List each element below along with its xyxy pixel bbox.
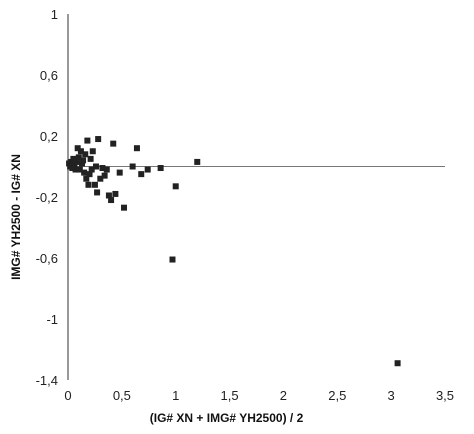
data-point (72, 166, 79, 173)
data-point (129, 163, 136, 170)
data-point (69, 165, 76, 172)
data-point (88, 166, 95, 173)
x-axis-title: (IG# XN + IMG# YH2500) / 2 (150, 411, 304, 425)
x-tick-label: 3 (388, 388, 395, 403)
data-point (97, 175, 104, 182)
x-tick-label: 1 (172, 388, 179, 403)
x-axis-ticks: 0 0,5 1 1,5 2 2,5 3 3,5 (64, 388, 454, 403)
x-tick-label: 1,5 (221, 388, 239, 403)
data-point (169, 256, 176, 263)
y-axis-title: IMG# YH2500 - IG# XN (9, 154, 23, 280)
data-point (75, 154, 82, 161)
data-point (194, 158, 201, 165)
y-tick-label: -0,6 (36, 251, 58, 266)
data-point (103, 166, 110, 173)
x-tick-label: 0,5 (113, 388, 131, 403)
data-point (71, 161, 78, 168)
data-point (82, 151, 89, 158)
data-point (80, 157, 87, 164)
data-point (99, 165, 106, 172)
data-point (172, 183, 179, 190)
data-point (79, 160, 86, 167)
data-point (77, 148, 84, 155)
data-point (70, 155, 77, 162)
x-tick-label: 2 (280, 388, 287, 403)
data-point (110, 140, 117, 147)
data-point (68, 158, 75, 165)
y-tick-label: 1 (51, 7, 58, 22)
data-point (73, 158, 80, 165)
data-point (85, 181, 92, 188)
data-point (112, 190, 119, 197)
data-point (95, 136, 102, 143)
data-point (105, 192, 112, 199)
data-point (93, 163, 100, 170)
data-point (91, 181, 98, 188)
x-tick-label: 0 (64, 388, 71, 403)
data-point (76, 166, 83, 173)
y-tick-label: -1,4 (36, 373, 58, 388)
y-axis-ticks: -1,4 -1 -0,6 -0,2 0,2 0,6 1 (36, 7, 58, 388)
y-tick-label: 0,6 (40, 68, 58, 83)
data-point (94, 189, 101, 196)
data-points (66, 136, 401, 367)
data-point (81, 169, 88, 176)
data-point (138, 171, 145, 178)
data-point (108, 197, 115, 204)
y-tick-label: 0,2 (40, 129, 58, 144)
data-point (101, 172, 108, 179)
data-point (87, 155, 94, 162)
y-tick-label: -0,2 (36, 190, 58, 205)
data-point (83, 175, 90, 182)
data-point (84, 137, 91, 144)
data-point (86, 171, 93, 178)
data-point (133, 145, 140, 152)
data-point (74, 145, 81, 152)
data-point (121, 204, 128, 211)
data-point (89, 148, 96, 155)
data-point (394, 360, 401, 367)
x-tick-label: 3,5 (436, 388, 454, 403)
data-point (116, 169, 123, 176)
data-point (157, 165, 164, 172)
y-tick-label: -1 (46, 312, 58, 327)
data-point (144, 166, 151, 173)
x-tick-label: 2,5 (328, 388, 346, 403)
